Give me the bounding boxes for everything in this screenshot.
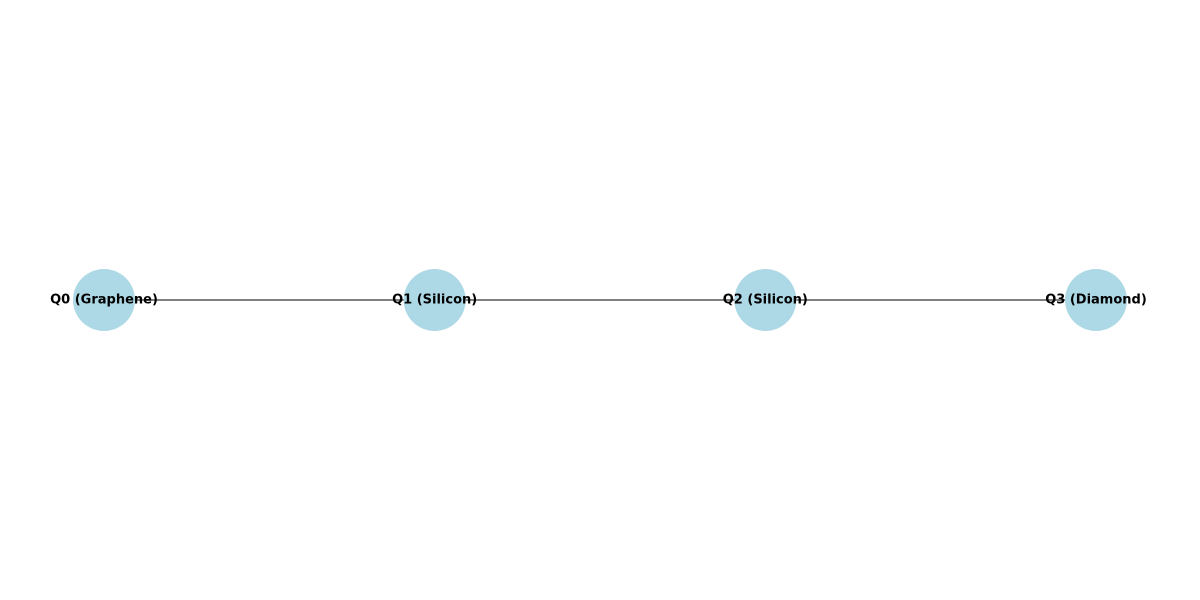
node-label: Q0 (Graphene)	[50, 293, 158, 308]
node-label: Q3 (Diamond)	[1045, 293, 1147, 308]
node-circle	[1065, 269, 1127, 331]
nodes-layer: Q0 (Graphene) Q1 (Silicon) Q2 (Silicon) Q3 …	[50, 269, 1147, 331]
node-circle	[403, 269, 466, 331]
node-q0: Q0 (Graphene)	[50, 269, 158, 331]
node-q3: Q3 (Diamond)	[1045, 269, 1147, 331]
node-q1: Q1 (Silicon)	[392, 269, 477, 331]
node-label: Q1 (Silicon)	[392, 293, 477, 308]
node-circle	[73, 269, 135, 331]
node-label: Q2 (Silicon)	[723, 293, 808, 308]
node-q2: Q2 (Silicon)	[723, 269, 808, 331]
node-circle	[734, 269, 797, 331]
